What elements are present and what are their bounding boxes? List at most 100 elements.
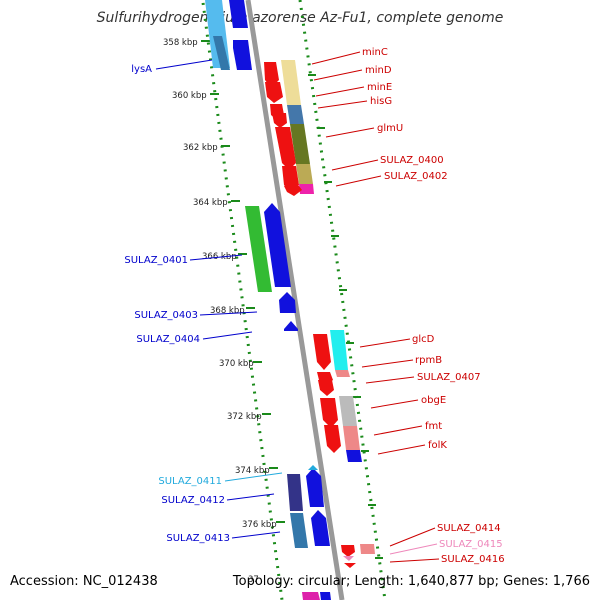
leader-line <box>389 527 436 547</box>
topology-label: Topology: circular; Length: 1,640,877 bp… <box>232 574 590 589</box>
leader-line <box>224 472 283 482</box>
gene-arrow <box>320 398 338 428</box>
accession-label: Accession: NC_012438 <box>10 574 158 589</box>
leader-line <box>315 86 365 97</box>
leader-line <box>359 338 411 348</box>
gene-arrow <box>344 563 356 568</box>
leader-line <box>231 531 281 539</box>
leader-line <box>389 558 440 563</box>
gene-arrow <box>306 468 324 507</box>
tick-label: 37 <box>248 575 259 585</box>
leader-line <box>335 175 382 187</box>
gene-arrow <box>308 465 318 470</box>
leader-line <box>311 51 361 65</box>
leader-line <box>317 100 368 109</box>
gene-label-minD[interactable]: minD <box>365 65 392 76</box>
gene-label-sulaz-0400[interactable]: SULAZ_0400 <box>380 155 444 166</box>
gene-arrow <box>284 321 298 331</box>
gene-block <box>335 370 350 377</box>
gene-block <box>287 105 304 124</box>
gene-label-glmU[interactable]: glmU <box>377 123 403 134</box>
tick-label: 374 kbp <box>235 466 270 476</box>
gene-arrow <box>341 545 355 557</box>
gene-block <box>290 124 310 164</box>
gene-label-obgE[interactable]: obgE <box>421 395 446 406</box>
forward-strand-genes <box>264 60 375 568</box>
tick-label: 368 kbp <box>210 306 245 316</box>
gene-block <box>302 592 320 600</box>
gene-label-sulaz-0415[interactable]: SULAZ_0415 <box>439 539 503 550</box>
leader-line <box>361 359 414 368</box>
leader-line <box>389 543 438 555</box>
left-ruler-line <box>201 0 284 600</box>
leader-line <box>313 69 363 81</box>
gene-arrow <box>264 62 279 88</box>
tick-label: 364 kbp <box>193 198 228 208</box>
gene-label-folK[interactable]: folK <box>428 440 447 451</box>
gene-label-sulaz-0411[interactable]: SULAZ_0411 <box>158 476 222 487</box>
gene-label-lysA[interactable]: lysA <box>131 64 152 75</box>
tick-label: 376 kbp <box>242 520 277 530</box>
gene-block <box>245 206 272 292</box>
leader-line <box>365 376 415 384</box>
gene-label-sulaz-0407[interactable]: SULAZ_0407 <box>417 372 481 383</box>
gene-arrow <box>284 186 302 196</box>
gene-labels-right: minC minD minE hisG glmU SULAZ_0400 SULA… <box>362 47 505 565</box>
gene-block <box>290 513 308 548</box>
gene-block <box>296 164 313 184</box>
leader-line <box>370 399 419 409</box>
gene-arrow <box>279 292 296 313</box>
tick-label: 372 kbp <box>227 412 262 422</box>
leader-line <box>202 331 253 340</box>
gene-arrow <box>318 380 334 396</box>
gene-label-glcD[interactable]: glcD <box>412 334 435 345</box>
leader-line <box>155 59 213 70</box>
leader-line <box>331 159 379 171</box>
tick-label: 360 kbp <box>172 91 207 101</box>
leader-line <box>226 493 275 501</box>
gene-label-sulaz-0403[interactable]: SULAZ_0403 <box>134 310 198 321</box>
leader-line <box>199 311 258 316</box>
leader-line <box>373 425 423 436</box>
gene-block <box>330 330 348 370</box>
gene-arrow <box>264 203 291 287</box>
leader-line <box>189 254 243 261</box>
gene-label-sulaz-0401[interactable]: SULAZ_0401 <box>124 255 188 266</box>
gene-label-sulaz-0413[interactable]: SULAZ_0413 <box>166 533 230 544</box>
leader-line <box>377 444 426 455</box>
gene-block <box>281 60 301 105</box>
gene-arrow <box>229 0 248 28</box>
gene-label-minC[interactable]: minC <box>362 47 388 58</box>
gene-block <box>287 474 303 511</box>
gene-arrow <box>324 425 341 453</box>
gene-arrow <box>311 510 330 546</box>
gene-label-sulaz-0402[interactable]: SULAZ_0402 <box>384 171 448 182</box>
right-ruler-line <box>298 0 387 600</box>
gene-arrow <box>233 40 252 70</box>
gene-arrow <box>275 127 296 170</box>
leader-lines <box>155 51 440 563</box>
gene-block <box>360 544 375 554</box>
gene-block <box>339 396 357 426</box>
gene-block <box>213 36 230 70</box>
gene-arrow <box>265 82 283 103</box>
genome-title: Sulfurihydrogenibium azorense Az-Fu1, co… <box>96 10 504 26</box>
gene-block <box>346 450 362 462</box>
tick-label: 362 kbp <box>183 143 218 153</box>
gene-label-sulaz-0404[interactable]: SULAZ_0404 <box>136 334 200 345</box>
gene-label-hisG[interactable]: hisG <box>370 96 392 107</box>
gene-label-sulaz-0416[interactable]: SULAZ_0416 <box>441 554 505 565</box>
gene-label-minE[interactable]: minE <box>367 82 392 93</box>
leader-line <box>325 127 375 138</box>
gene-label-rpmB[interactable]: rpmB <box>415 355 442 366</box>
gene-block <box>343 426 360 450</box>
gene-label-sulaz-0412[interactable]: SULAZ_0412 <box>161 495 225 506</box>
gene-label-sulaz-0414[interactable]: SULAZ_0414 <box>437 523 501 534</box>
gene-block <box>299 184 314 194</box>
gene-labels-left: lysA SULAZ_0401 SULAZ_0403 SULAZ_0404 SU… <box>124 64 230 544</box>
gene-label-fmt[interactable]: fmt <box>425 421 442 432</box>
tick-label: 358 kbp <box>163 38 198 48</box>
gene-block <box>320 592 331 600</box>
